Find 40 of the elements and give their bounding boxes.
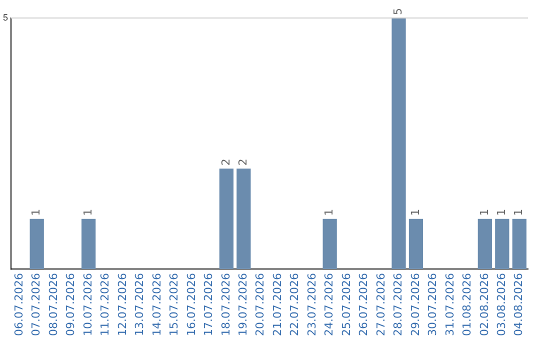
data-label: 1 [81,208,94,216]
x-tick-label: 10.07.2026 [81,273,94,336]
x-tick-label: 12.07.2026 [116,273,129,336]
x-tick-label: 21.07.2026 [270,273,284,336]
x-tick-label: 09.07.2026 [64,273,78,336]
x-tick-label: 02.08.2026 [478,273,491,336]
x-tick-label: 29.07.2026 [408,273,422,336]
x-tick-label: 24.07.2026 [322,273,336,336]
data-label: 5 [392,8,405,15]
data-label: 1 [478,208,491,216]
x-tick-label: 13.07.2026 [133,273,146,336]
data-label: 1 [495,208,508,216]
x-tick-label: 22.07.2026 [288,273,302,336]
x-tick-label: 20.07.2026 [254,273,267,336]
x-tick-label: 16.07.2026 [184,273,198,336]
x-tick-label: 17.07.2026 [202,273,216,336]
x-tick-label: 18.07.2026 [219,273,232,336]
data-label: 1 [30,208,43,216]
x-tick-label: 11.07.2026 [98,273,112,336]
x-tick-label: 19.07.2026 [236,273,250,336]
data-label: 2 [236,158,250,166]
data-label: 1 [512,208,526,216]
x-tick-label: 26.07.2026 [357,273,370,336]
x-tick-label: 15.07.2026 [168,273,181,336]
x-tick-label: 04.08.2026 [512,273,526,336]
x-tick-label: 30.07.2026 [426,273,440,336]
x-tick-label: 28.07.2026 [392,273,405,336]
x-tick-label: 31.07.2026 [443,273,456,336]
x-tick-label: 08.07.2026 [46,273,60,336]
x-tick-label: 03.08.2026 [495,273,508,336]
data-label: 2 [219,158,232,166]
data-label: 1 [408,208,422,216]
x-tick-label: 27.07.2026 [374,273,388,336]
x-tick-label: 23.07.2026 [305,273,318,336]
x-tick-label: 06.07.2026 [12,273,26,336]
x-tick-label: 25.07.2026 [340,273,353,336]
x-tick-label: 01.08.2026 [460,273,474,336]
data-label: 1 [322,208,336,216]
x-tick-label: 14.07.2026 [150,273,164,336]
x-tick-label: 07.07.2026 [30,273,43,336]
